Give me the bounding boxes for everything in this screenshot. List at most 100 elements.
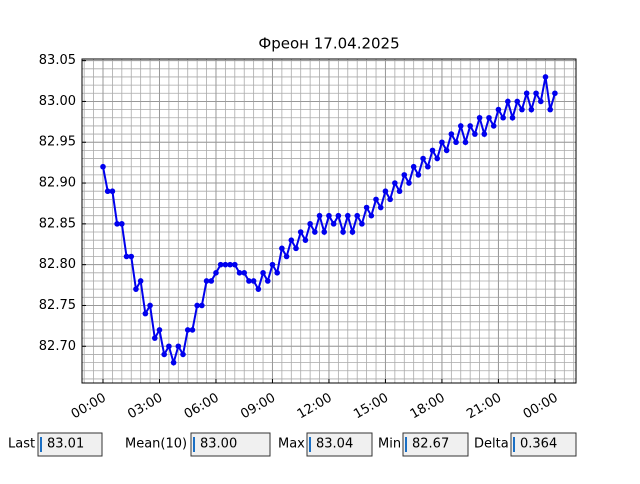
data-point <box>406 180 412 186</box>
stat-field <box>190 432 271 457</box>
stat-field <box>37 432 103 457</box>
stat-value: 83.00 <box>200 437 237 452</box>
data-point <box>161 351 167 358</box>
x-tick-label: 06:00 <box>182 391 222 423</box>
data-point <box>274 270 280 276</box>
data-point <box>439 139 445 146</box>
data-point <box>302 237 309 243</box>
data-point <box>227 261 233 268</box>
data-point <box>222 261 229 268</box>
data-point <box>542 74 549 80</box>
y-tick-label: 82.80 <box>39 257 76 272</box>
data-point <box>420 155 426 162</box>
data-point <box>104 188 111 195</box>
x-tick-label: 15:00 <box>351 391 391 423</box>
x-tick-label: 12:00 <box>295 391 335 423</box>
y-tick-label: 83.05 <box>39 53 76 68</box>
data-point <box>166 343 172 350</box>
data-point <box>119 221 125 227</box>
data-point <box>297 229 304 235</box>
stat-label: Last <box>8 437 35 452</box>
data-point <box>213 270 219 276</box>
data-point <box>307 221 313 227</box>
stat-field <box>402 432 469 457</box>
data-point <box>316 212 323 219</box>
data-point <box>396 188 403 195</box>
stat-label: Delta <box>474 437 509 452</box>
data-point <box>415 172 422 178</box>
data-point <box>123 253 130 260</box>
data-point <box>537 98 544 105</box>
data-point <box>363 204 370 211</box>
data-point <box>462 139 469 146</box>
data-point <box>382 188 389 195</box>
data-point <box>495 106 502 113</box>
x-tick-label: 03:00 <box>125 391 165 423</box>
data-point <box>472 131 478 137</box>
data-point <box>533 90 539 97</box>
data-point <box>434 155 441 162</box>
data-point <box>156 327 163 333</box>
stat-label: Mean(10) <box>125 437 187 452</box>
data-point <box>326 212 332 219</box>
data-point <box>392 180 398 186</box>
data-point <box>321 229 328 235</box>
data-point <box>288 237 295 243</box>
data-point <box>425 163 431 170</box>
data-point <box>189 327 196 333</box>
y-tick-label: 83.00 <box>39 94 76 109</box>
data-point <box>410 163 417 170</box>
data-point <box>354 212 360 219</box>
data-point <box>476 114 483 121</box>
data-point <box>128 253 135 260</box>
x-tick-label: 00:00 <box>69 391 109 423</box>
stat-field <box>510 432 577 457</box>
data-point <box>236 270 243 276</box>
data-point <box>269 261 276 268</box>
data-point <box>377 204 384 211</box>
data-point <box>547 106 554 113</box>
data-point <box>170 359 177 366</box>
data-point <box>208 278 215 284</box>
data-point <box>109 188 116 195</box>
data-point <box>359 221 365 227</box>
data-point <box>264 278 271 284</box>
data-point <box>142 310 149 317</box>
data-point <box>490 123 497 129</box>
data-point <box>453 139 459 146</box>
data-point <box>133 286 139 292</box>
stat-value: 0.364 <box>520 437 557 452</box>
data-point <box>457 123 464 129</box>
data-point <box>175 343 182 350</box>
data-point <box>330 221 337 227</box>
x-tick-label: 09:00 <box>238 391 278 423</box>
data-point <box>279 245 285 252</box>
data-point <box>180 351 186 358</box>
x-tick-label: 00:00 <box>521 391 561 423</box>
data-point <box>552 90 558 97</box>
x-tick-label: 18:00 <box>408 391 448 423</box>
data-point <box>344 212 351 219</box>
data-point <box>184 327 191 333</box>
data-point <box>514 98 521 105</box>
data-point <box>232 261 238 268</box>
data-point <box>199 302 205 309</box>
data-point <box>519 106 525 113</box>
data-point <box>368 212 375 219</box>
data-point <box>401 172 408 178</box>
data-point <box>429 147 436 154</box>
data-point <box>448 131 455 137</box>
stat-label: Max <box>278 437 305 452</box>
data-point <box>194 302 200 309</box>
y-tick-label: 82.70 <box>39 339 76 354</box>
plot-frame <box>81 58 577 384</box>
data-point <box>528 106 535 113</box>
data-point <box>373 196 379 203</box>
stat-value: 82.67 <box>412 437 449 452</box>
data-point <box>509 114 516 121</box>
data-point <box>335 212 342 219</box>
data-point <box>349 229 356 235</box>
stat-value: 83.01 <box>47 437 84 452</box>
data-point <box>151 335 158 341</box>
x-tick-label: 21:00 <box>464 391 504 423</box>
